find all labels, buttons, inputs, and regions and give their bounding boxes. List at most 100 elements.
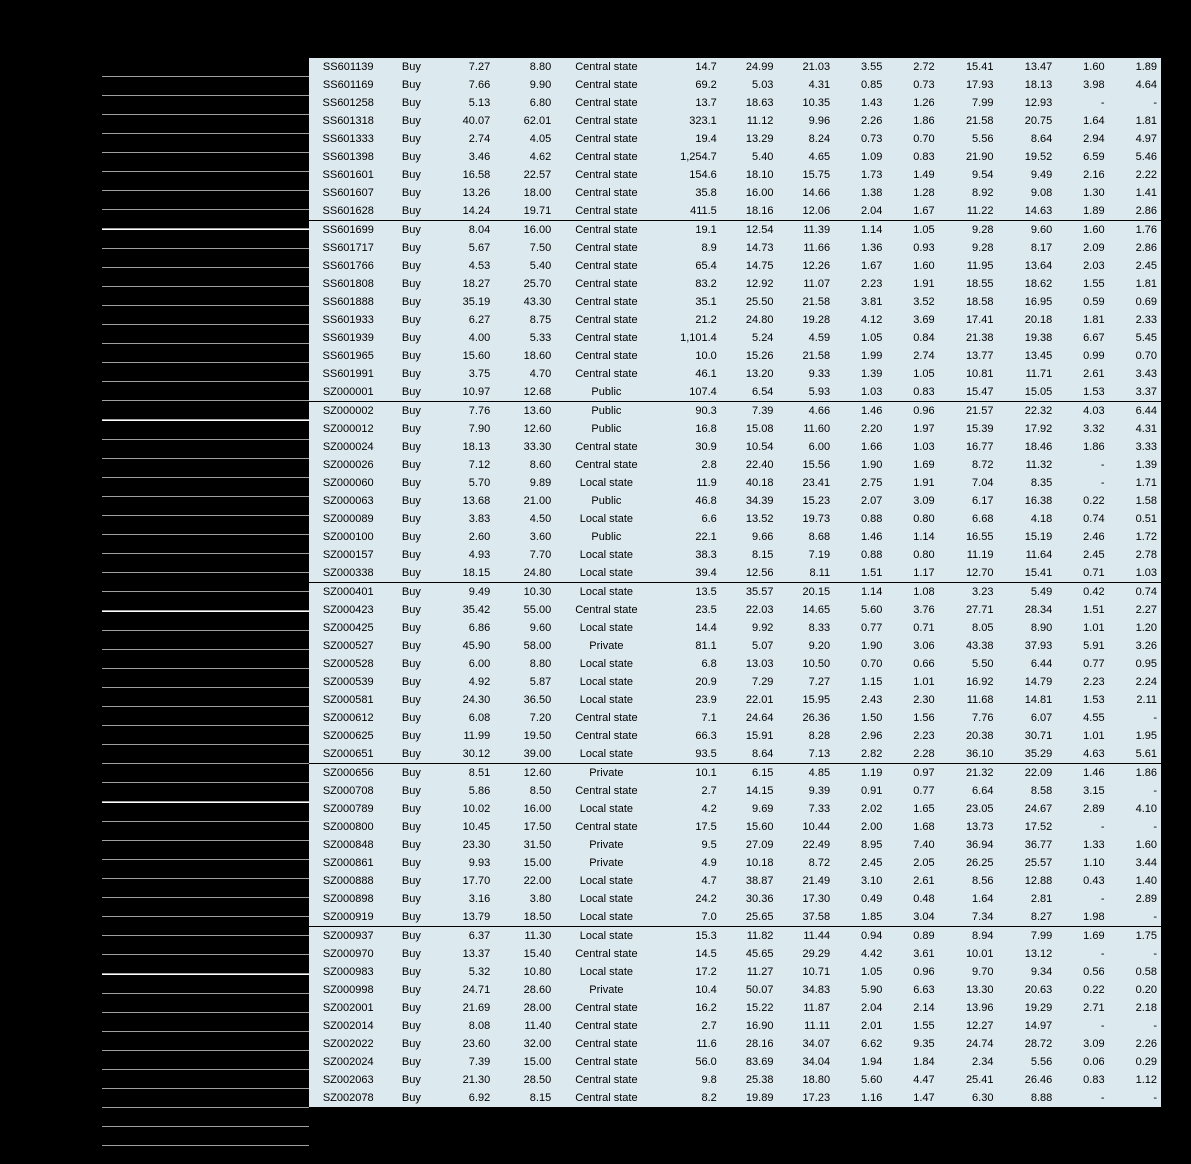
- cell: SS601717: [309, 239, 387, 257]
- cell: 21.30: [435, 1071, 494, 1089]
- cell: Buy: [387, 564, 435, 583]
- cell: 6.67: [1056, 329, 1108, 347]
- cell: 15.75: [777, 166, 834, 184]
- cell: 0.96: [886, 402, 938, 421]
- stub-row: [102, 669, 309, 688]
- cell: 62.01: [494, 112, 555, 130]
- cell: 0.83: [1056, 1071, 1108, 1089]
- cell: Buy: [387, 184, 435, 202]
- cell: Buy: [387, 981, 435, 999]
- cell: 4.59: [777, 329, 834, 347]
- cell: SZ000423: [309, 601, 387, 619]
- cell: 8.58: [997, 782, 1056, 800]
- cell: 3.10: [834, 872, 886, 890]
- cell: 7.04: [939, 474, 998, 492]
- cell: Buy: [387, 601, 435, 619]
- cell: 40.07: [435, 112, 494, 130]
- data-table: SS601139Buy7.278.80Central state14.724.9…: [309, 58, 1161, 1107]
- cell: SS601258: [309, 94, 387, 112]
- stub-row: [102, 554, 309, 573]
- cell: Buy: [387, 709, 435, 727]
- cell: 7.13: [777, 745, 834, 764]
- cell: Local state: [555, 510, 657, 528]
- cell: 1.53: [1056, 691, 1108, 709]
- cell: Buy: [387, 1071, 435, 1089]
- cell: 2.86: [1109, 239, 1161, 257]
- cell: Central state: [555, 945, 657, 963]
- cell: 5.32: [435, 963, 494, 981]
- cell: 12.60: [494, 420, 555, 438]
- cell: SS601991: [309, 365, 387, 383]
- cell: Central state: [555, 1071, 657, 1089]
- cell: 2.03: [1056, 257, 1108, 275]
- cell: 0.22: [1056, 981, 1108, 999]
- cell: 5.45: [1109, 329, 1161, 347]
- cell: 11.11: [777, 1017, 834, 1035]
- cell: 2.71: [1056, 999, 1108, 1017]
- cell: 1.64: [939, 890, 998, 908]
- cell: 0.91: [834, 782, 886, 800]
- cell: SZ000789: [309, 800, 387, 818]
- stub-row: [102, 1146, 309, 1164]
- cell: Local state: [555, 890, 657, 908]
- cell: Central state: [555, 818, 657, 836]
- cell: 30.36: [721, 890, 778, 908]
- cell: 1.95: [1109, 727, 1161, 745]
- cell: 26.46: [997, 1071, 1056, 1089]
- cell: -: [1109, 1017, 1161, 1035]
- stub-row: [102, 172, 309, 191]
- cell: SS601318: [309, 112, 387, 130]
- cell: 9.8: [658, 1071, 721, 1089]
- cell: 0.22: [1056, 492, 1108, 510]
- cell: 8.15: [721, 546, 778, 564]
- cell: 13.12: [997, 945, 1056, 963]
- cell: 3.80: [494, 890, 555, 908]
- cell: 13.7: [658, 94, 721, 112]
- cell: 35.8: [658, 184, 721, 202]
- cell: 0.70: [834, 655, 886, 673]
- cell: Buy: [387, 673, 435, 691]
- stub-row: [102, 994, 309, 1013]
- cell: 15.3: [658, 927, 721, 946]
- cell: Central state: [555, 329, 657, 347]
- cell: 9.60: [494, 619, 555, 637]
- cell: 12.06: [777, 202, 834, 221]
- cell: 1.33: [1056, 836, 1108, 854]
- cell: 10.80: [494, 963, 555, 981]
- cell: 6.00: [777, 438, 834, 456]
- cell: 0.88: [834, 510, 886, 528]
- cell: 411.5: [658, 202, 721, 221]
- table-row: SZ000708Buy5.868.50Central state2.714.15…: [309, 782, 1161, 800]
- cell: 2.27: [1109, 601, 1161, 619]
- cell: Local state: [555, 927, 657, 946]
- cell: 27.09: [721, 836, 778, 854]
- cell: Buy: [387, 420, 435, 438]
- cell: 7.34: [939, 908, 998, 927]
- cell: 5.56: [939, 130, 998, 148]
- stub-row: [102, 134, 309, 153]
- cell: 7.76: [435, 402, 494, 421]
- cell: 107.4: [658, 383, 721, 402]
- cell: Buy: [387, 800, 435, 818]
- cell: 0.99: [1056, 347, 1108, 365]
- cell: -: [1056, 945, 1108, 963]
- cell: 4.9: [658, 854, 721, 872]
- cell: SZ000998: [309, 981, 387, 999]
- cell: 2.23: [886, 727, 938, 745]
- cell: 22.57: [494, 166, 555, 184]
- cell: 8.64: [997, 130, 1056, 148]
- cell: -: [1056, 1017, 1108, 1035]
- cell: 2.14: [886, 999, 938, 1017]
- table-row: SZ000848Buy23.3031.50Private9.527.0922.4…: [309, 836, 1161, 854]
- cell: Buy: [387, 999, 435, 1017]
- cell: SZ000970: [309, 945, 387, 963]
- cell: 0.74: [1109, 583, 1161, 602]
- cell: 2.60: [435, 528, 494, 546]
- cell: 13.79: [435, 908, 494, 927]
- cell: 6.00: [435, 655, 494, 673]
- stub-row: [102, 631, 309, 650]
- cell: 38.3: [658, 546, 721, 564]
- cell: 2.45: [1109, 257, 1161, 275]
- cell: SS601939: [309, 329, 387, 347]
- cell: 3.60: [494, 528, 555, 546]
